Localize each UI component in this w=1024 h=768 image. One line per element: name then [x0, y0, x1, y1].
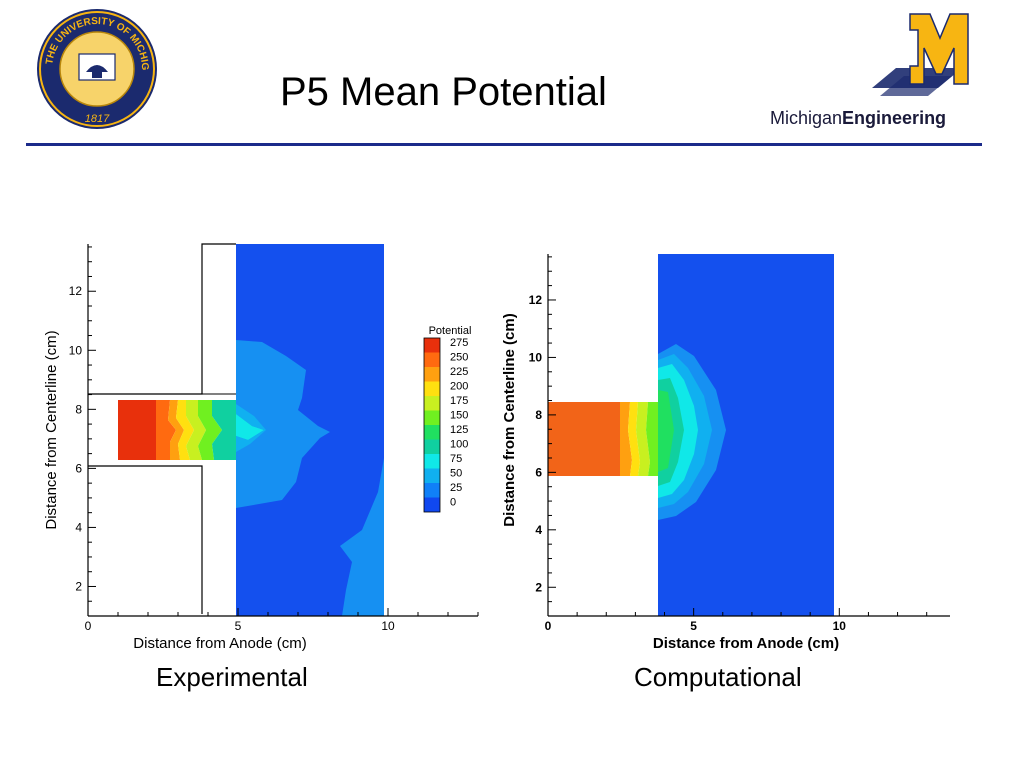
y-tick-label: 12: [529, 293, 543, 307]
legend-label: 25: [450, 482, 462, 494]
exp-region-75: [236, 414, 264, 440]
experimental-chart: 2 4 6 8 10 12 0 5 10 Distance from Anode (cm) Di…: [43, 243, 479, 652]
computational-axes: 2 4 6 8 10 12 0 5 10: [529, 254, 950, 633]
comp-region-225: [620, 402, 632, 476]
exp-region-50: [236, 404, 266, 452]
x-tick-label: 10: [381, 619, 395, 633]
legend-label: 225: [450, 366, 468, 378]
legend-swatch: [424, 396, 440, 411]
y-tick-label: 6: [75, 461, 82, 475]
legend-swatch: [424, 410, 440, 425]
computational-chart: 2 4 6 8 10 12 0 5 10 Distance from Anode (cm) Di…: [501, 254, 950, 652]
seal-year: 1817: [85, 113, 110, 125]
legend-label: 0: [450, 497, 456, 509]
exp-region-150: [198, 400, 222, 460]
legend-swatch: [424, 352, 440, 367]
exp-region-250: [156, 400, 176, 460]
y-tick-label: 4: [75, 520, 82, 534]
legend-label: 250: [450, 352, 468, 364]
logo-brand-prefix: Michigan: [770, 108, 843, 128]
y-tick-label: 2: [535, 580, 542, 594]
university-seal-logo: THE UNIVERSITY OF MICHIGAN 1817: [34, 6, 157, 129]
caption-experimental: Experimental: [156, 662, 308, 692]
legend-frame: [423, 337, 441, 513]
michigan-engineering-logo: MichiganEngineering: [770, 108, 946, 129]
legend-swatch: [424, 468, 440, 483]
exp-ylabel: Distance from Centerline (cm): [43, 330, 60, 529]
exp-region-100: [212, 400, 252, 460]
legend-swatch: [424, 381, 440, 396]
legend-label: 75: [450, 453, 462, 465]
comp-region-200: [628, 402, 640, 476]
logo-brand-bold: Engineering: [842, 108, 947, 128]
y-tick-label: 8: [75, 402, 82, 416]
legend-swatch: [424, 367, 440, 382]
legend-label: 125: [450, 424, 468, 436]
legend-label: 50: [450, 468, 462, 480]
legend-label: 200: [450, 381, 468, 393]
computational-plot-area: [548, 254, 834, 616]
x-tick-label: 10: [833, 619, 847, 633]
exp-region-175: [186, 400, 206, 460]
comp-region-125: [658, 390, 674, 472]
legend-swatch: [424, 483, 440, 498]
x-tick-label: 0: [545, 619, 552, 633]
exp-region-275: [118, 400, 156, 460]
exp-region-200: [176, 400, 194, 460]
exp-xlabel: Distance from Anode (cm): [133, 635, 306, 652]
x-tick-label: 0: [85, 619, 92, 633]
exp-region-25-lower: [340, 458, 384, 616]
y-tick-label: 10: [529, 350, 543, 364]
y-tick-label: 8: [535, 408, 542, 422]
legend-label: 100: [450, 439, 468, 451]
exp-wall-upper: [88, 243, 236, 395]
exp-region-225: [168, 400, 184, 460]
caption-computational: Computational: [634, 662, 802, 692]
experimental-plot-area: [88, 243, 384, 616]
title-rule: [26, 143, 982, 146]
y-tick-label: 10: [69, 343, 83, 357]
block-m-logo: [872, 13, 969, 96]
potential-legend: Potential 275250225200175150125100755025…: [423, 325, 472, 513]
x-tick-label: 5: [690, 619, 697, 633]
exp-region-25: [236, 340, 330, 508]
exp-wall-lower: [88, 465, 203, 614]
legend-swatch: [424, 439, 440, 454]
legend-title: Potential: [429, 325, 472, 337]
comp-ylabel: Distance from Centerline (cm): [501, 313, 518, 526]
y-tick-label: 12: [69, 284, 83, 298]
legend-swatch: [424, 425, 440, 440]
y-tick-label: 2: [75, 579, 82, 593]
comp-region-275: [548, 402, 620, 476]
legend-label: 275: [450, 337, 468, 349]
slide-title: P5 Mean Potential: [280, 70, 607, 114]
x-tick-label: 5: [235, 619, 242, 633]
comp-xlabel: Distance from Anode (cm): [653, 635, 839, 652]
y-tick-label: 6: [535, 465, 542, 479]
legend-swatch: [424, 454, 440, 469]
comp-region-175: [636, 402, 650, 476]
legend-label: 175: [450, 395, 468, 407]
legend-swatch: [424, 338, 440, 353]
comp-region-150: [646, 402, 658, 476]
legend-swatch: [424, 497, 440, 512]
y-tick-label: 4: [535, 523, 542, 537]
legend-label: 150: [450, 410, 468, 422]
experimental-axes: 2 4 6 8 10 12 0 5 10: [69, 244, 479, 633]
